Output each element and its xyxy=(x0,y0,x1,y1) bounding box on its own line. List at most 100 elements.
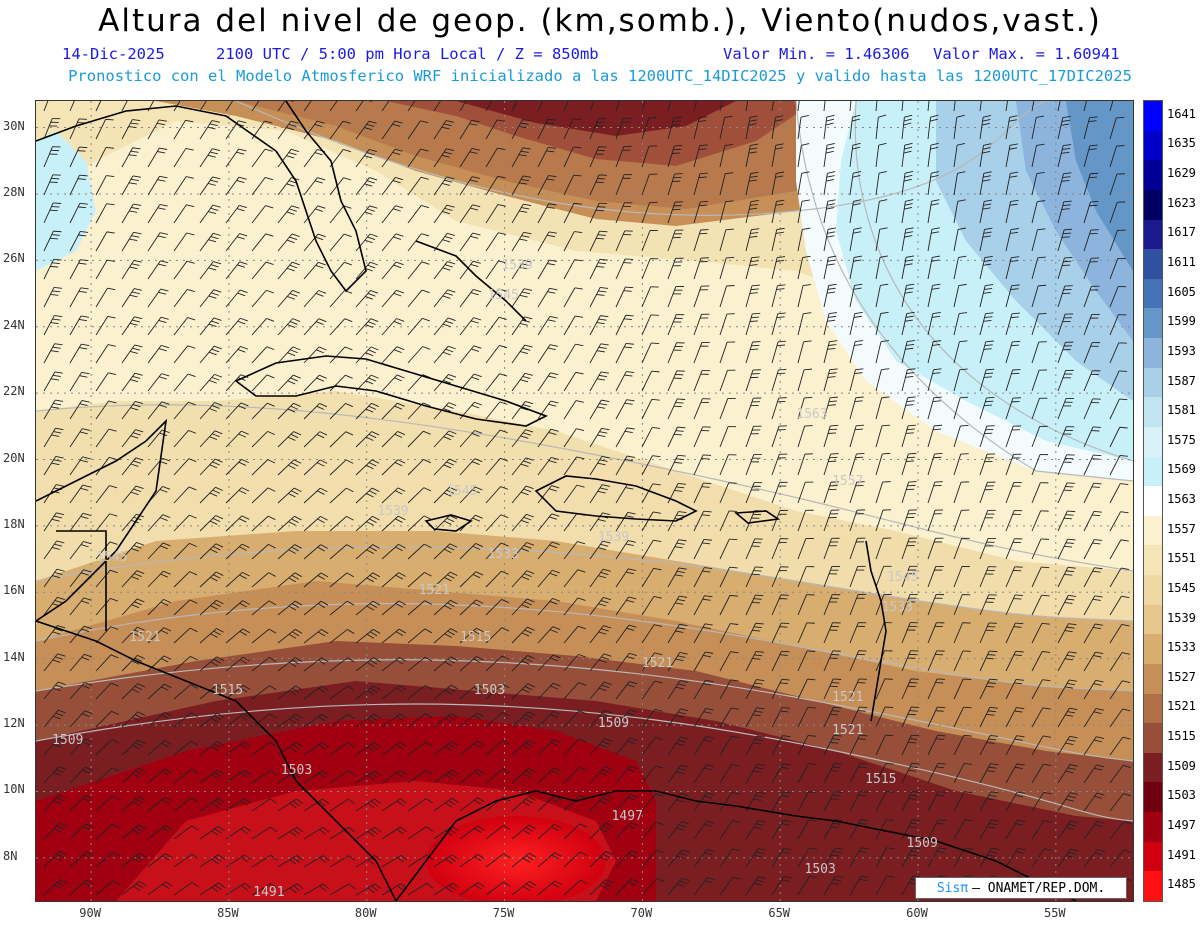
wind-barb xyxy=(979,199,993,224)
colorbar-segment xyxy=(1144,426,1162,458)
wind-barb xyxy=(355,101,372,112)
wind-barb xyxy=(1057,820,1079,840)
wind-barb xyxy=(927,396,942,420)
wind-barb xyxy=(355,826,382,840)
wind-barb xyxy=(485,345,508,364)
wind-barb xyxy=(719,341,736,364)
wind-barb xyxy=(355,515,380,532)
wind-barb xyxy=(901,311,915,336)
wind-barb xyxy=(979,481,996,504)
wind-barb xyxy=(303,374,327,392)
wind-barb xyxy=(537,485,560,504)
wind-barb xyxy=(797,566,815,588)
wind-barb xyxy=(459,486,483,504)
wind-barb xyxy=(433,373,457,392)
colorbar-segment xyxy=(1144,130,1162,161)
wind-barb xyxy=(563,287,583,308)
wind-barb xyxy=(771,763,791,784)
wind-barb xyxy=(667,708,689,728)
min-value: Valor Min. = 1.46306 xyxy=(723,45,910,63)
wind-barb xyxy=(771,397,787,420)
wind-barb xyxy=(407,854,434,868)
wind-barb xyxy=(563,259,583,280)
wind-barb xyxy=(745,566,764,588)
wind-barb xyxy=(927,101,930,112)
wind-barb xyxy=(667,342,685,364)
wind-barb xyxy=(927,819,947,840)
wind-barb xyxy=(667,229,684,252)
wind-barb xyxy=(927,678,946,700)
wind-barb xyxy=(225,741,251,756)
coast-jamaica xyxy=(424,514,473,532)
wind-barb xyxy=(797,171,810,196)
wind-barb xyxy=(199,882,226,896)
wind-barb xyxy=(719,848,741,868)
wind-barb xyxy=(459,289,482,308)
colorbar-level-label: 1641 xyxy=(1167,106,1196,121)
wind-barb xyxy=(537,316,558,336)
wind-barb xyxy=(719,115,733,140)
wind-barb xyxy=(1109,229,1126,252)
wind-barb xyxy=(615,737,638,756)
colorbar-segment xyxy=(1144,160,1162,191)
wind-barb xyxy=(1005,707,1025,728)
wind-barb xyxy=(641,821,664,840)
wind-barb xyxy=(277,600,303,616)
wind-barb xyxy=(43,427,64,448)
wind-barb xyxy=(355,459,380,476)
wind-barb xyxy=(381,854,408,868)
wind-barb xyxy=(511,175,531,196)
longitude-label: 85W xyxy=(217,906,239,920)
contour-label: 1521 xyxy=(832,722,864,738)
wind-barb xyxy=(1031,200,1046,224)
wind-barb xyxy=(771,538,789,560)
wind-barb xyxy=(849,565,866,588)
wind-barb xyxy=(251,883,278,896)
wind-barb xyxy=(615,540,636,560)
colorbar-level-label: 1533 xyxy=(1167,640,1196,655)
wind-barb xyxy=(745,819,766,840)
wind-barb xyxy=(199,317,222,336)
wind-barb xyxy=(381,770,407,784)
valid-date: 14-Dic-2025 xyxy=(62,45,165,63)
wind-barb xyxy=(433,656,459,672)
wind-barb xyxy=(433,712,459,728)
wind-barb xyxy=(693,707,714,728)
wind-barb xyxy=(485,101,493,112)
wind-barb xyxy=(511,852,537,868)
contour-label: 1533 xyxy=(487,546,519,562)
wind-barb xyxy=(589,101,595,112)
wind-barb xyxy=(225,769,251,784)
wind-barb xyxy=(979,763,999,784)
wind-barb xyxy=(589,738,613,756)
wind-barb xyxy=(797,312,812,336)
wind-barb xyxy=(199,373,223,392)
wind-barb xyxy=(693,538,712,560)
contour-label: 1503 xyxy=(280,762,313,778)
wind-barb xyxy=(1031,651,1051,672)
wind-barb xyxy=(1083,764,1105,784)
wind-barb xyxy=(927,762,946,784)
wind-barb xyxy=(927,650,945,672)
wind-barb xyxy=(771,594,789,616)
wind-barb xyxy=(901,790,921,812)
wind-barb xyxy=(1083,539,1103,560)
wind-barb xyxy=(537,203,557,224)
wind-barb xyxy=(589,174,607,196)
wind-barb xyxy=(95,852,120,868)
wind-barb xyxy=(121,485,144,504)
wind-barb xyxy=(355,487,380,504)
wind-barb xyxy=(745,735,765,756)
wind-barb xyxy=(277,628,303,644)
coastlines xyxy=(36,101,1077,901)
wind-barb xyxy=(641,539,662,560)
wind-barb xyxy=(537,456,560,476)
colorbar-level-label: 1539 xyxy=(1167,610,1196,625)
wind-barb xyxy=(667,595,688,616)
colorbar-level-label: 1581 xyxy=(1167,403,1196,418)
wind-barb xyxy=(615,652,637,672)
wind-barb xyxy=(303,855,330,868)
wind-barb xyxy=(121,344,143,364)
wind-barb xyxy=(355,600,381,616)
wind-barb xyxy=(693,116,708,140)
